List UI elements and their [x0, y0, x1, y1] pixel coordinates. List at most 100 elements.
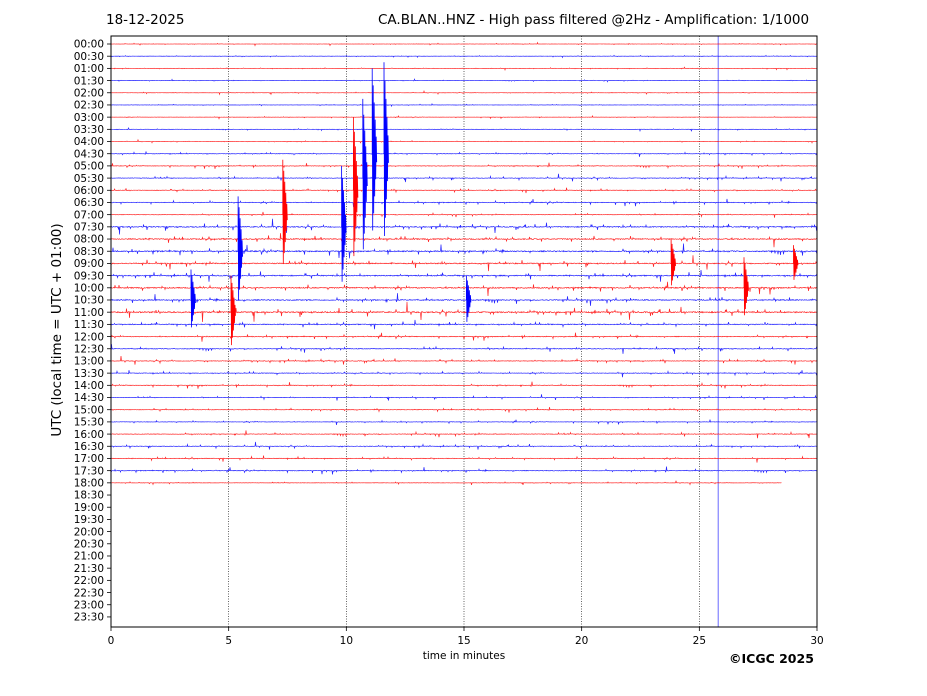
- trace-row-0230: [110, 102, 818, 108]
- seismic-event: [793, 245, 799, 280]
- y-tick-label: 09:00: [74, 258, 104, 270]
- trace-row-1000: [110, 281, 818, 297]
- trace-row-0100: [110, 66, 818, 72]
- trace-row-0000: [110, 41, 818, 47]
- y-tick-label: 19:30: [74, 514, 104, 526]
- seismic-event: [371, 68, 378, 231]
- y-tick-label: 23:30: [74, 612, 104, 624]
- trace-row-1300: [110, 356, 817, 365]
- y-tick-label: 13:30: [74, 368, 104, 380]
- trace-row-1400: [110, 381, 818, 389]
- trace-row-1430: [110, 394, 818, 401]
- y-tick-label: 13:00: [74, 356, 104, 368]
- y-tick-label: 15:00: [74, 404, 104, 416]
- seismic-event: [230, 275, 236, 346]
- x-tick-label: 15: [457, 635, 470, 647]
- y-tick-label: 17:00: [74, 453, 104, 465]
- y-tick-label: 01:00: [74, 63, 104, 75]
- y-tick-label: 14:30: [74, 392, 104, 404]
- seismic-event: [383, 62, 389, 237]
- chart-title: CA.BLAN..HNZ - High pass filtered @2Hz -…: [378, 12, 810, 28]
- trace-row-0630: [110, 198, 818, 208]
- y-tick-label: 05:30: [74, 173, 104, 185]
- trace-row-1030: [110, 293, 818, 306]
- trace-row-1200: [110, 332, 818, 342]
- trace-row-0800: [110, 233, 818, 248]
- trace-row-0030: [110, 54, 818, 59]
- y-tick-label: 03:00: [74, 112, 104, 124]
- trace-row-0900: [110, 255, 818, 272]
- trace-row-1700: [110, 455, 818, 463]
- y-tick-label: 08:00: [74, 234, 104, 246]
- y-tick-label: 16:30: [74, 441, 104, 453]
- trace-row-0430: [110, 151, 818, 157]
- y-tick-label: 07:30: [74, 222, 104, 234]
- trace-row-0200: [110, 90, 818, 96]
- trace-row-1600: [110, 430, 818, 439]
- trace-row-1100: [110, 301, 818, 322]
- seismic-event: [282, 159, 288, 265]
- y-tick-label: 21:30: [74, 563, 104, 575]
- x-tick-label: 0: [108, 635, 115, 647]
- y-tick-label: 04:00: [74, 136, 104, 148]
- seismic-event: [237, 196, 243, 301]
- date-label: 18-12-2025: [106, 12, 185, 28]
- trace-row-1730: [110, 466, 818, 475]
- y-tick-label: 09:30: [74, 270, 104, 282]
- y-tick-label: 00:30: [74, 51, 104, 63]
- trace-row-0530: [110, 173, 818, 183]
- trace-row-0330: [110, 126, 818, 133]
- y-tick-label: 06:00: [74, 185, 104, 197]
- y-tick-label: 18:00: [74, 478, 104, 490]
- y-tick-label: 22:30: [74, 587, 104, 599]
- trace-row-1530: [110, 419, 818, 426]
- trace-row-0500: [110, 162, 818, 170]
- x-tick-label: 5: [225, 635, 232, 647]
- y-tick-label: 10:00: [74, 283, 104, 295]
- trace-row-1330: [110, 369, 818, 378]
- y-tick-label: 06:30: [74, 197, 104, 209]
- y-tick-label: 12:30: [74, 343, 104, 355]
- y-tick-label: 18:30: [74, 490, 104, 502]
- y-tick-label: 04:30: [74, 148, 104, 160]
- y-tick-label: 21:00: [74, 551, 104, 563]
- y-tick-label: 08:30: [74, 246, 104, 258]
- trace-row-1800: [110, 480, 782, 486]
- y-tick-label: 20:30: [74, 538, 104, 550]
- x-tick-label: 20: [575, 635, 588, 647]
- seismic-event: [341, 165, 347, 282]
- y-tick-label: 23:00: [74, 599, 104, 611]
- trace-row-1500: [110, 406, 817, 413]
- y-tick-label: 16:00: [74, 429, 104, 441]
- y-tick-label: 17:30: [74, 465, 104, 477]
- x-tick-label: 30: [810, 635, 823, 647]
- y-tick-label: 02:30: [74, 100, 104, 112]
- x-axis-label: time in minutes: [422, 650, 506, 662]
- copyright: ©ICGC 2025: [729, 651, 814, 666]
- seismic-event: [670, 238, 676, 286]
- y-tick-label: 05:00: [74, 161, 104, 173]
- trace-row-1230: [110, 344, 818, 354]
- trace-row-0700: [110, 211, 818, 218]
- trace-row-0300: [110, 115, 818, 120]
- y-tick-label: 00:00: [74, 39, 104, 51]
- x-tick-label: 10: [340, 635, 353, 647]
- x-tick-label: 25: [693, 635, 706, 647]
- trace-row-0730: [110, 218, 818, 235]
- y-tick-label: 11:30: [74, 319, 104, 331]
- y-tick-label: 14:00: [74, 380, 104, 392]
- y-tick-label: 02:00: [74, 87, 104, 99]
- seismic-event: [190, 269, 196, 328]
- seismic-event: [362, 98, 368, 250]
- y-tick-label: 19:00: [74, 502, 104, 514]
- y-tick-label: 12:00: [74, 331, 104, 343]
- seismic-event: [743, 257, 749, 316]
- seismic-event: [465, 275, 472, 322]
- y-tick-label: 07:00: [74, 209, 104, 221]
- y-tick-label: 11:00: [74, 307, 104, 319]
- trace-row-0130: [110, 78, 818, 83]
- trace-row-0930: [110, 270, 818, 282]
- trace-row-1130: [110, 319, 818, 330]
- trace-row-0400: [110, 138, 818, 144]
